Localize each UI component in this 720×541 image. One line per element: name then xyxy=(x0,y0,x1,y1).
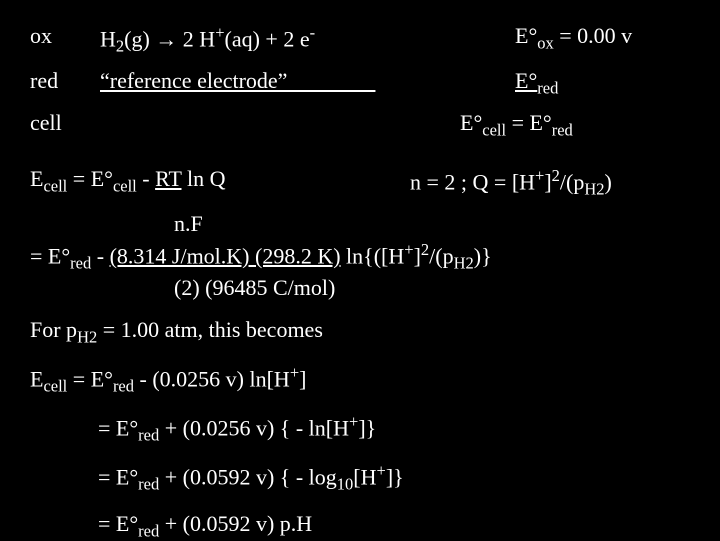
condition-line: For pH2 = 1.00 atm, this becomes xyxy=(30,316,690,348)
nernst-line1: Ecell = E°cell - RT ln Q n = 2 ; Q = [H+… xyxy=(30,165,690,200)
equation-ox: H2(g) → 2 H+(aq) + 2 e- xyxy=(100,22,515,57)
result-eq4: = E°red + (0.0592 v) p.H xyxy=(30,510,690,541)
label-red: red xyxy=(30,67,100,99)
row-cell: cell E°cell = E°red xyxy=(30,109,690,141)
result-eq3: = E°red + (0.0592 v) { - log10[H+]} xyxy=(30,460,690,495)
reference-electrode: “reference electrode” xyxy=(100,67,515,99)
substitution-line: = E°red - (8.314 J/mol.K) (298.2 K) ln{(… xyxy=(30,239,690,274)
n-and-q: n = 2 ; Q = [H+]2/(pH2) xyxy=(410,165,690,200)
row-ox: ox H2(g) → 2 H+(aq) + 2 e- E°ox = 0.00 v xyxy=(30,22,690,57)
denominator-value: (2) (96485 C/mol) xyxy=(30,274,690,303)
nf-denominator: n.F xyxy=(30,210,690,239)
result-eq1: Ecell = E°red - (0.0256 v) ln[H+] xyxy=(30,362,690,397)
potential-ox: E°ox = 0.00 v xyxy=(515,22,690,57)
potential-red: E°red xyxy=(515,67,690,99)
ecell-expression: Ecell = E°cell - RT ln Q xyxy=(30,165,410,200)
row-red: red “reference electrode” E°red xyxy=(30,67,690,99)
label-cell: cell xyxy=(30,109,100,141)
result-eq2: = E°red + (0.0256 v) { - ln[H+]} xyxy=(30,411,690,446)
label-ox: ox xyxy=(30,22,100,57)
potential-cell: E°cell = E°red xyxy=(460,109,690,141)
